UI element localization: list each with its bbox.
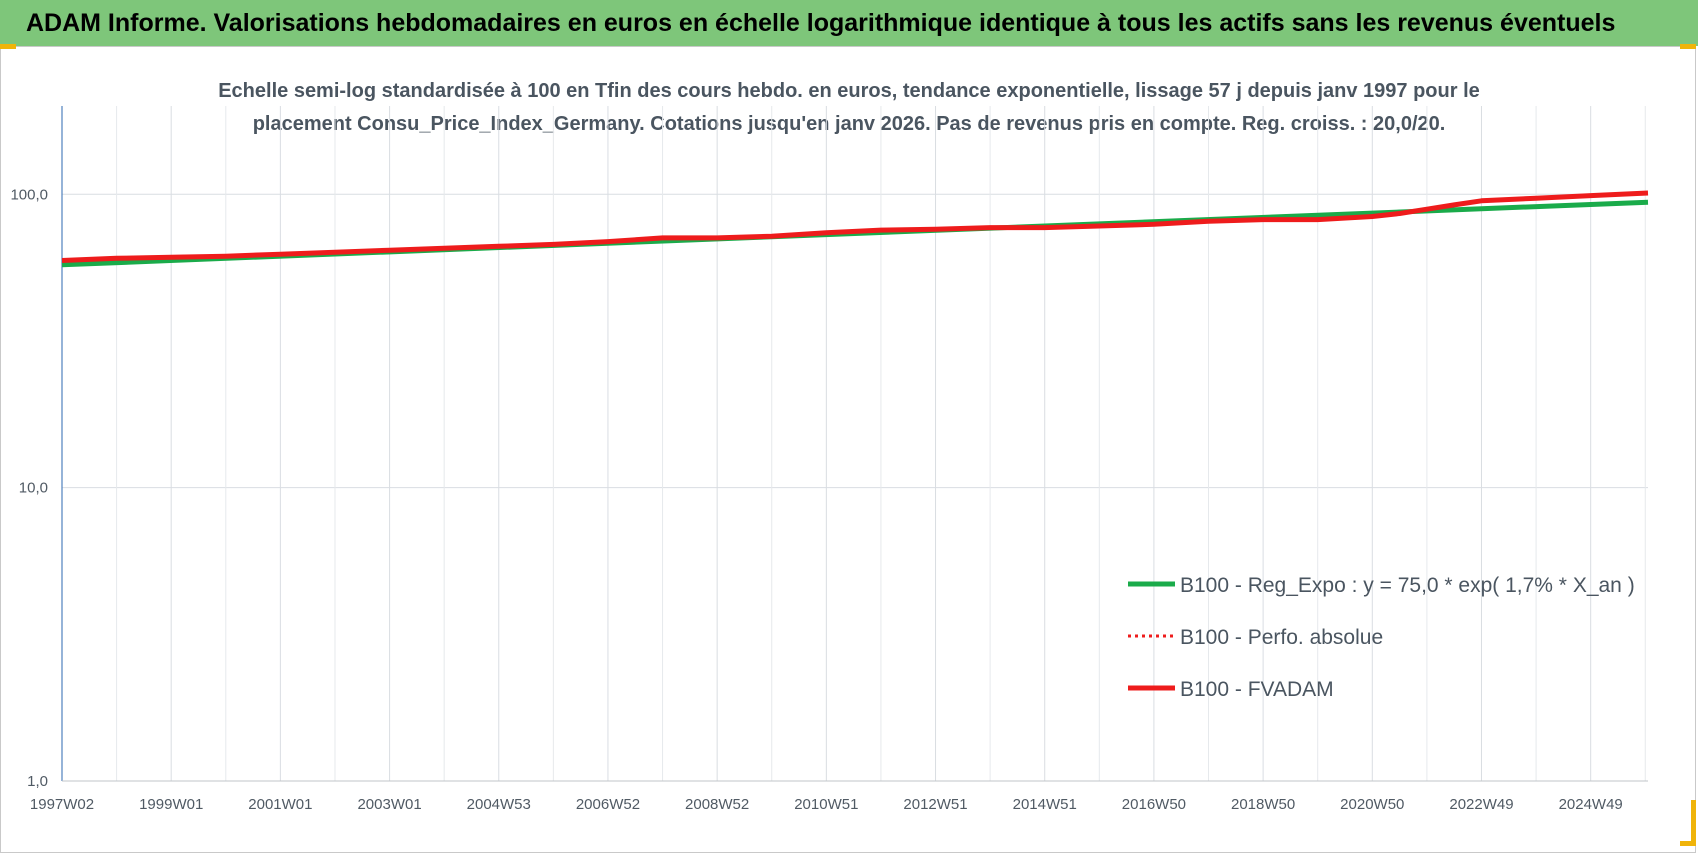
- chart-title-line-2: placement Consu_Price_Index_Germany. Cot…: [252, 113, 1446, 135]
- x-tick-label-4: 2004W53: [467, 796, 531, 813]
- y-tick-label-2: 100,0: [10, 186, 48, 203]
- x-tick-label-14: 2024W49: [1559, 796, 1623, 813]
- x-tick-label-2: 2001W01: [248, 796, 312, 813]
- legend-label-1: B100 - Perfo. absolue: [1180, 626, 1383, 649]
- x-tick-label-6: 2008W52: [685, 796, 749, 813]
- x-tick-label-0: 1997W02: [30, 796, 94, 813]
- chart-title: Echelle semi-log standardisée à 100 en T…: [0, 75, 1698, 141]
- series-line-2: [61, 190, 1649, 263]
- x-tick-label-10: 2016W50: [1122, 796, 1186, 813]
- legend-label-0: B100 - Reg_Expo : y = 75,0 * exp( 1,7% *…: [1180, 574, 1635, 597]
- y-tick-label-0: 1,0: [27, 773, 48, 790]
- x-tick-label-7: 2010W51: [794, 796, 858, 813]
- corner-marker-top-left: [0, 44, 16, 49]
- corner-marker-bottom-right-2: [1680, 841, 1696, 846]
- x-tick-label-1: 1999W01: [139, 796, 203, 813]
- series-line-1: [61, 191, 1649, 262]
- x-tick-label-11: 2018W50: [1231, 796, 1295, 813]
- corner-marker-top-right: [1680, 44, 1696, 49]
- y-tick-label-1: 10,0: [19, 480, 48, 497]
- chart-frame: [0, 46, 1696, 853]
- chart-title-line-1: Echelle semi-log standardisée à 100 en T…: [218, 80, 1480, 102]
- x-tick-label-12: 2020W50: [1340, 796, 1404, 813]
- x-tick-label-8: 2012W51: [903, 796, 967, 813]
- x-tick-label-9: 2014W51: [1013, 796, 1077, 813]
- x-tick-label-13: 2022W49: [1449, 796, 1513, 813]
- axes: 1,0 10,0 100,0 1997W02 1999W01 2001W01 2003W01…: [10, 106, 1648, 813]
- x-tick-label-3: 2003W01: [357, 796, 421, 813]
- banner-title: ADAM Informe. Valorisations hebdomadaire…: [26, 9, 1616, 37]
- series-lines: [61, 190, 1649, 268]
- legend: B100 - Reg_Expo : y = 75,0 * exp( 1,7% *…: [1128, 574, 1635, 701]
- corner-marker-bottom-right: [1691, 800, 1696, 846]
- legend-label-2: B100 - FVADAM: [1180, 678, 1334, 701]
- gridlines: [62, 106, 1648, 782]
- x-tick-label-5: 2006W52: [576, 796, 640, 813]
- title-banner: ADAM Informe. Valorisations hebdomadaire…: [0, 0, 1698, 46]
